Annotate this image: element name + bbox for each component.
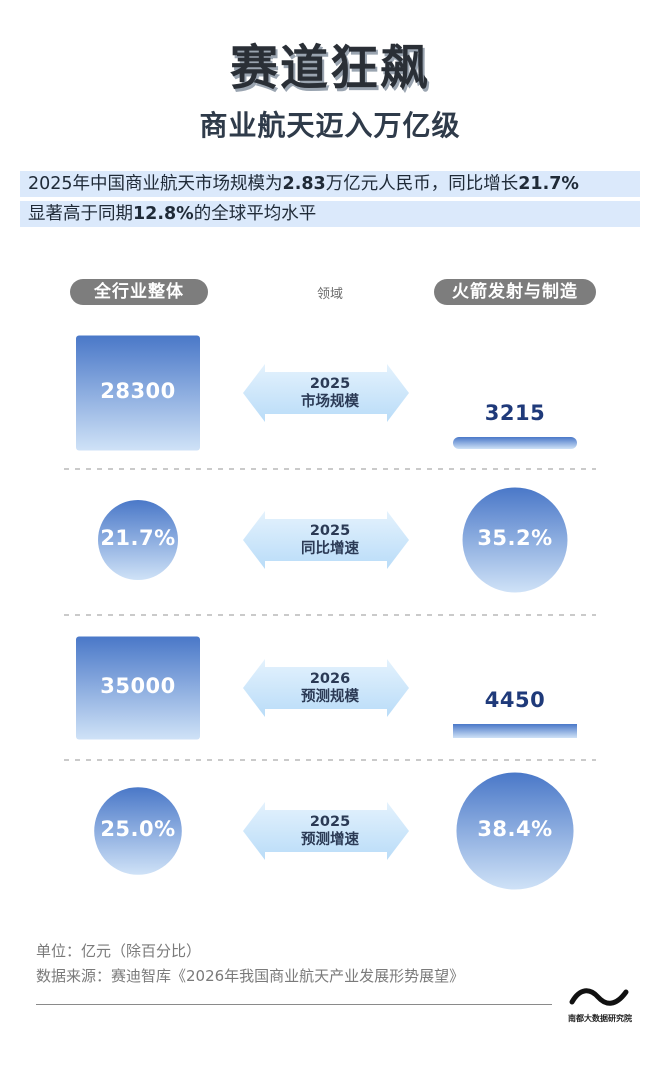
overall-value-block-1 [76, 335, 200, 451]
arrow-caption-4: 2025 预测增速 [260, 813, 400, 849]
rocket-growth-circle-4 [456, 772, 574, 890]
title-block: 赛道狂飙 商业航天迈入万亿级 [0, 28, 660, 144]
summary-text: 万亿元人民币，同比增长 [325, 174, 519, 194]
column-header-rocket: 火箭发射与制造 [434, 279, 596, 305]
summary-highlight: 12.8% [133, 204, 194, 224]
arrow-year: 2026 [309, 671, 351, 687]
arrow-caption-1: 2025 市场规模 [260, 375, 400, 411]
summary-text: 2025年中国商业航天市场规模为 [28, 174, 283, 194]
overall-growth-circle-2 [98, 500, 178, 580]
page-subtitle: 商业航天迈入万亿级 [199, 109, 461, 142]
arrow-caption-2: 2025 同比增速 [260, 522, 400, 558]
arrow-year: 2025 [309, 523, 351, 539]
column-header-overall: 全行业整体 [70, 279, 208, 305]
rocket-growth-label-4: 38.4% [477, 817, 553, 841]
summary-highlight: 21.7% [518, 174, 579, 194]
rocket-value-label-3: 4450 [484, 688, 546, 712]
arrow-metric: 市场规模 [301, 394, 359, 410]
rocket-value-label-1: 3215 [484, 401, 546, 425]
overall-value-label-3: 35000 [100, 674, 176, 698]
rocket-growth-circle-2 [462, 487, 568, 593]
overall-growth-label-2: 21.7% [100, 526, 176, 550]
summary-highlight: 2.83 [282, 174, 326, 194]
arrow-metric: 预测规模 [301, 689, 359, 705]
summary-line-1: 2025年中国商业航天市场规模为2.83万亿元人民币，同比增长21.7% [20, 171, 640, 197]
page-title: 赛道狂飙 [229, 40, 430, 96]
brand-logo: 南都大数据研究院 [568, 986, 632, 1024]
arrow-year: 2025 [309, 376, 351, 392]
arrow-metric: 同比增速 [301, 541, 359, 557]
overall-growth-label-4: 25.0% [100, 817, 176, 841]
footer-divider [36, 1004, 552, 1005]
column-header-domain: 领域 [316, 287, 343, 302]
rocket-value-bar-1 [453, 437, 577, 449]
double-arrow-2 [243, 511, 409, 569]
double-arrow-4 [243, 802, 409, 860]
double-arrow-3 [243, 659, 409, 717]
arrow-metric: 预测增速 [301, 832, 359, 848]
summary-text: 的全球平均水平 [193, 204, 317, 224]
overall-growth-circle-4 [94, 787, 182, 875]
overall-value-label-1: 28300 [100, 379, 176, 403]
source-note: 数据来源：赛迪智库《2026年我国商业航天产业发展形势展望》 [36, 967, 465, 985]
rocket-value-bar-3 [453, 724, 577, 738]
rocket-growth-label-2: 35.2% [477, 526, 553, 550]
double-arrow-1 [243, 364, 409, 422]
summary-line-2: 显著高于同期12.8%的全球平均水平 [20, 201, 640, 227]
arrow-caption-3: 2026 预测规模 [260, 670, 400, 706]
overall-value-block-3 [76, 636, 200, 740]
wave-logo-icon [569, 988, 629, 1006]
arrow-year: 2025 [309, 814, 351, 830]
summary-text: 显著高于同期 [28, 204, 133, 224]
unit-note: 单位：亿元（除百分比） [36, 942, 202, 960]
logo-text: 南都大数据研究院 [568, 1014, 632, 1023]
